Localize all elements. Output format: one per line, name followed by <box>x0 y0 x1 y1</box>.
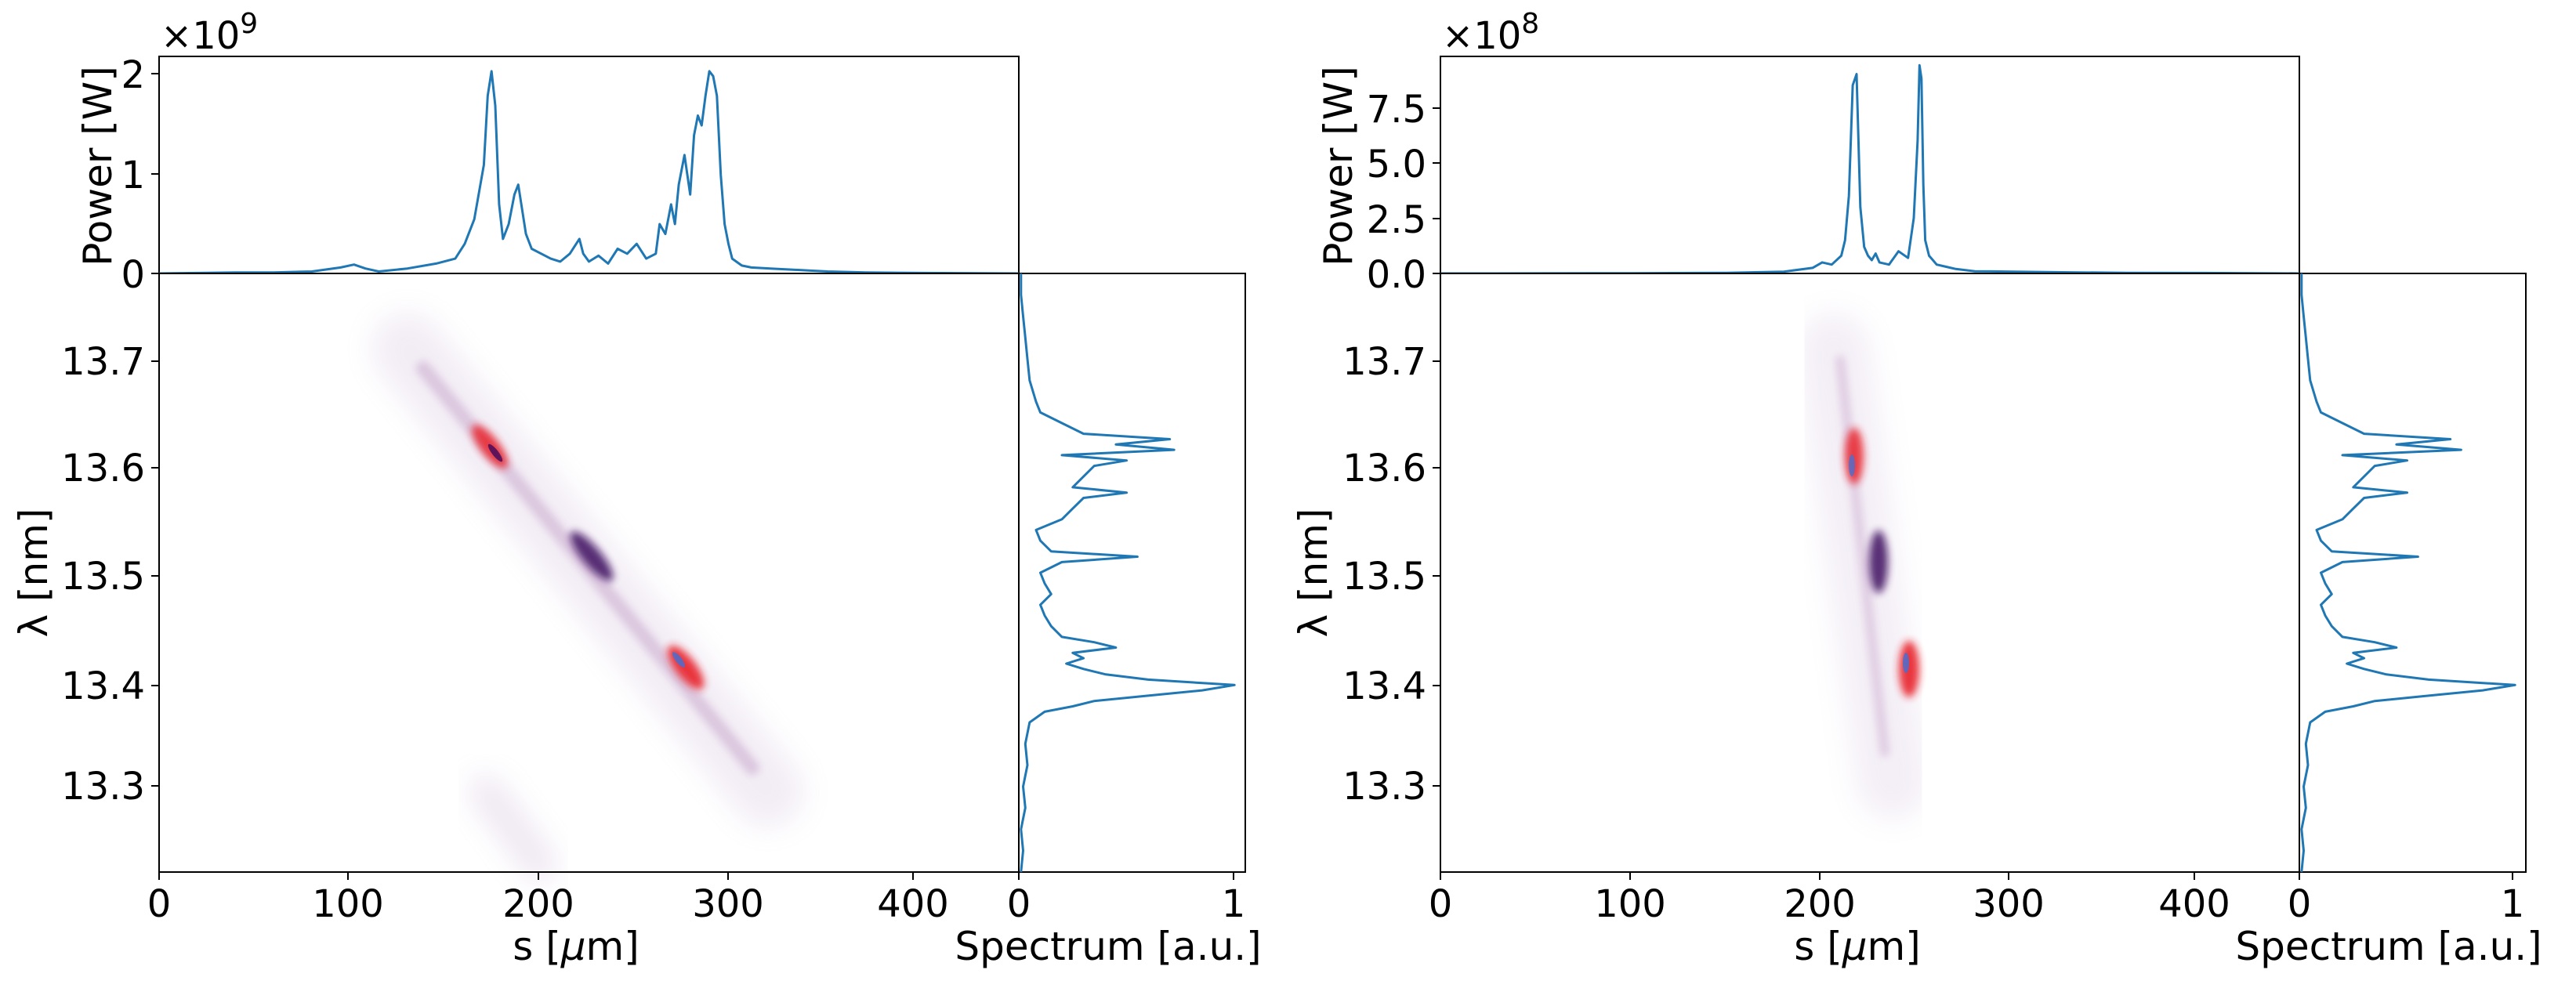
right-map-ytick-1: 13.4 <box>1342 664 1426 708</box>
right-map-image <box>1799 313 1928 819</box>
left-spectrum-xtick-1: 1 <box>1222 882 1246 926</box>
right-map-streak-core <box>1835 356 1889 757</box>
left-panel: ×109 0 1 2 Power [W] 13.3 13.4 13.5 13.6… <box>11 8 1262 969</box>
left-map-ylabel: λ [nm] <box>11 508 56 638</box>
right-map-ylabel: λ [nm] <box>1291 508 1336 638</box>
right-power-ytick-3: 7.5 <box>1367 88 1426 132</box>
right-spectrum-axes-frame <box>2299 273 2527 873</box>
left-map-ytick-3: 13.6 <box>61 447 145 490</box>
left-power-axes-frame <box>158 56 1020 274</box>
left-spectrum-xlabel: Spectrum [a.u.] <box>955 924 1261 969</box>
right-power-ylabel: Power [W] <box>1316 66 1361 266</box>
right-map-xtick-1: 100 <box>1594 882 1666 926</box>
right-spectrum-xtick-1: 1 <box>2501 882 2525 926</box>
right-map-xlabel: s [μm] <box>1794 924 1920 969</box>
right-spectrum-series <box>2300 273 2516 873</box>
left-map-xtick-3: 300 <box>692 882 764 926</box>
right-power-offset: ×108 <box>1442 8 1539 58</box>
left-map-xtick-4: 400 <box>877 882 949 926</box>
left-spectrum-axes-frame <box>1018 273 1246 873</box>
right-map-hotspot-upper-blue <box>1849 454 1855 476</box>
right-power-axes-frame <box>1440 56 2300 274</box>
left-map-xtick-0: 0 <box>147 882 172 926</box>
left-power-offset: ×109 <box>161 8 258 58</box>
left-map-xtick-2: 200 <box>502 882 574 926</box>
left-map-hotspot-lower-blue <box>672 652 686 668</box>
left-spectrum-xtick-0: 0 <box>1007 882 1031 926</box>
right-map-ytick-4: 13.7 <box>1342 340 1426 384</box>
left-map-ytick-2: 13.5 <box>61 555 145 599</box>
right-map-xtick-0: 0 <box>1429 882 1453 926</box>
left-power-ytick-1: 1 <box>121 154 145 197</box>
left-map-xlabel: s [μm] <box>513 924 639 969</box>
left-map-image <box>372 313 803 881</box>
right-map-hotspot-middle <box>1869 530 1888 593</box>
left-map-hotspot-middle <box>570 531 614 581</box>
left-power-series <box>158 70 1020 275</box>
left-spectrum-line <box>1020 273 1236 873</box>
right-map-ytick-3: 13.6 <box>1342 447 1426 490</box>
left-power-ytick-0: 0 <box>121 253 145 297</box>
right-spectrum-xtick-0: 0 <box>2288 882 2312 926</box>
right-map-hotspot-lower-blue <box>1903 653 1909 673</box>
right-map-xtick-4: 400 <box>2158 882 2230 926</box>
right-map-xtick-2: 200 <box>1784 882 1856 926</box>
right-power-ytick-1: 2.5 <box>1367 198 1426 242</box>
left-map-hotspot-upper-core <box>487 443 503 462</box>
left-power-line <box>158 70 1020 275</box>
right-spectrum-xlabel: Spectrum [a.u.] <box>2235 924 2542 969</box>
left-map-ytick-0: 13.3 <box>61 765 145 809</box>
right-map-hotspot-upper <box>1845 428 1864 484</box>
left-map-ytick-4: 13.7 <box>61 340 145 384</box>
right-power-series <box>1440 63 2300 275</box>
right-power-ytick-0: 0.0 <box>1367 253 1426 297</box>
left-map-xtick-1: 100 <box>312 882 384 926</box>
right-map-xtick-3: 300 <box>1973 882 2045 926</box>
right-power-ytick-2: 5.0 <box>1367 143 1426 186</box>
right-map-ytick-2: 13.5 <box>1342 555 1426 599</box>
right-panel: ×108 0.0 2.5 5.0 7.5 Power [W] 13.3 13.4… <box>1291 8 2542 969</box>
right-map-hotspot-lower <box>1899 641 1919 697</box>
left-power-ytick-2: 2 <box>121 53 145 97</box>
left-map-ytick-1: 13.4 <box>61 664 145 708</box>
right-spectrum-line <box>2300 273 2516 873</box>
left-map-lower-streak <box>470 776 556 881</box>
right-map-ytick-0: 13.3 <box>1342 765 1426 809</box>
right-power-line <box>1440 63 2300 275</box>
left-spectrum-series <box>1020 273 1236 873</box>
left-power-ylabel: Power [W] <box>75 66 121 266</box>
